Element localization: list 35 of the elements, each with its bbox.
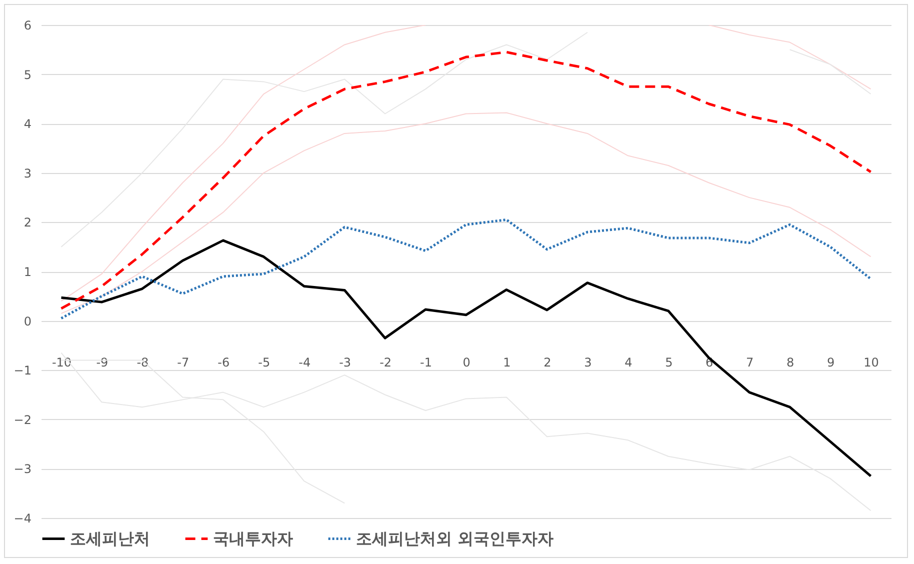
legend-label: 조세피난처외 외국인투자자 <box>356 528 554 548</box>
x-tick-label: 8 <box>786 355 794 370</box>
x-tick-label: -10 <box>52 355 72 370</box>
y-tick-label: 6 <box>24 18 32 32</box>
line-series <box>60 112 872 314</box>
x-tick-label: -5 <box>258 355 270 370</box>
y-tick-label: −1 <box>14 364 32 378</box>
x-tick-label: -4 <box>298 355 311 370</box>
x-tick-label: 10 <box>864 355 879 370</box>
legend-label: 조세피난처 <box>70 528 150 548</box>
y-tick-label: 3 <box>24 166 32 180</box>
y-tick-label: 4 <box>24 117 32 132</box>
x-tick-label: 9 <box>826 355 835 370</box>
x-tick-label: 0 <box>462 355 470 370</box>
x-tick-label: -9 <box>96 355 108 370</box>
x-tick-label: 4 <box>624 355 632 370</box>
y-tick-label: −2 <box>14 412 32 427</box>
y-tick-label: 1 <box>24 265 32 279</box>
y-tick-label: −4 <box>14 512 32 526</box>
x-tick-label: 1 <box>503 355 511 370</box>
x-tick-label: 2 <box>544 355 552 370</box>
x-tick-label: 7 <box>746 355 754 370</box>
y-tick-label: −3 <box>14 462 32 476</box>
y-tick-label: 2 <box>24 216 32 230</box>
x-tick-label: -1 <box>420 355 432 370</box>
y-tick-label: 5 <box>24 68 32 82</box>
x-tick-label: 5 <box>665 355 673 370</box>
legend-label: 국내투자자 <box>213 528 293 548</box>
x-tick-label: -3 <box>339 355 352 370</box>
x-tick-label: -7 <box>177 355 190 370</box>
x-tick-label: -2 <box>380 355 392 370</box>
x-tick-label: -6 <box>218 355 230 370</box>
line-series <box>60 218 872 320</box>
y-tick-label: 0 <box>24 314 32 328</box>
x-tick-label: 3 <box>584 355 592 370</box>
